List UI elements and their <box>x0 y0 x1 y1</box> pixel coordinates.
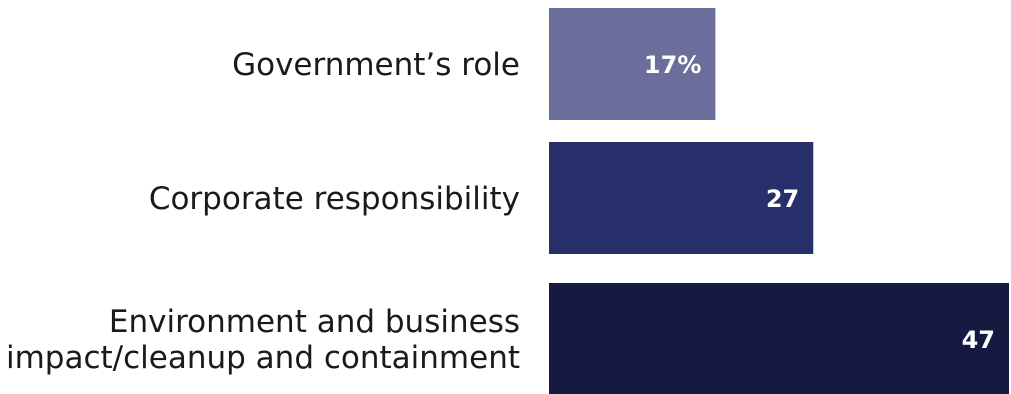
category-label-1-line-1: Government’s role <box>232 47 520 83</box>
bar-value-label-1: 17% <box>644 51 701 79</box>
category-label-2: Corporate responsibility <box>149 181 520 217</box>
category-label-2-line-1: Corporate responsibility <box>149 181 520 217</box>
bar-value-label-3: 47 <box>962 326 995 354</box>
category-label-3: Environment and business impact/cleanup a… <box>6 304 520 376</box>
category-label-3-line-2: impact/cleanup and containment <box>6 340 520 376</box>
bar-value-label-2: 27 <box>766 185 799 213</box>
category-label-3-line-1: Environment and business <box>109 304 520 340</box>
bar-3 <box>549 283 1009 394</box>
category-label-1: Government’s role <box>232 47 520 83</box>
